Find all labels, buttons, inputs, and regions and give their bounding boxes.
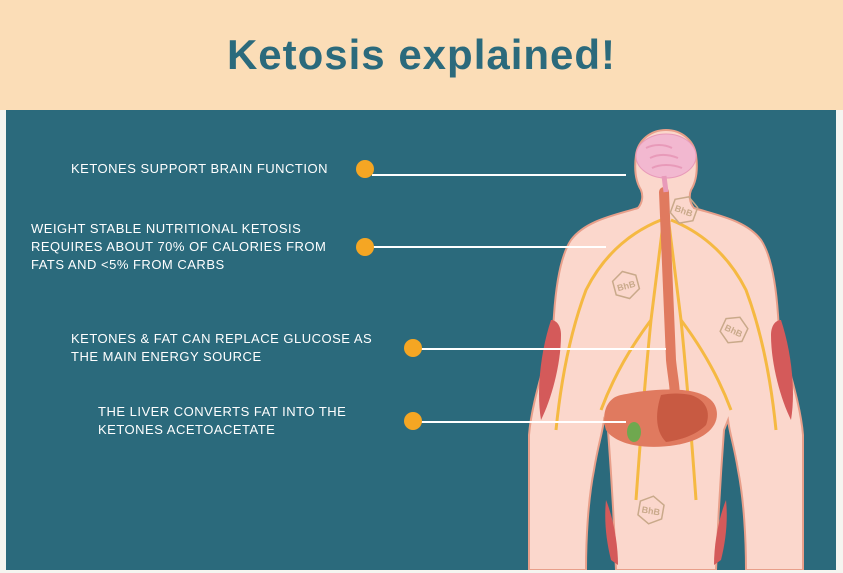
main-panel: KETONES SUPPORT BRAIN FUNCTION WEIGHT ST… <box>6 110 836 570</box>
dot-icon <box>404 339 422 357</box>
callout-liver: THE LIVER CONVERTS FAT INTO THE KETONES … <box>98 403 422 439</box>
callout-text-ketosis: WEIGHT STABLE NUTRITIONAL KETOSIS REQUIR… <box>31 220 348 275</box>
callout-text-liver: THE LIVER CONVERTS FAT INTO THE KETONES … <box>98 403 396 439</box>
dot-icon <box>356 238 374 256</box>
callout-ketosis: WEIGHT STABLE NUTRITIONAL KETOSIS REQUIR… <box>31 220 374 275</box>
dot-icon <box>356 160 374 178</box>
line-energy <box>420 348 666 350</box>
callout-text-brain: KETONES SUPPORT BRAIN FUNCTION <box>71 160 348 178</box>
line-liver <box>420 421 626 423</box>
line-ketosis <box>372 246 606 248</box>
callout-text-energy: KETONES & FAT CAN REPLACE GLUCOSE AS THE… <box>71 330 396 366</box>
line-brain <box>372 174 626 176</box>
page-title: Ketosis explained! <box>227 31 616 79</box>
callout-brain: KETONES SUPPORT BRAIN FUNCTION <box>71 160 374 178</box>
header: Ketosis explained! <box>0 0 843 110</box>
dot-icon <box>404 412 422 430</box>
callout-energy: KETONES & FAT CAN REPLACE GLUCOSE AS THE… <box>71 330 422 366</box>
human-body-diagram: BhB BhB BhB BhB <box>506 120 826 570</box>
